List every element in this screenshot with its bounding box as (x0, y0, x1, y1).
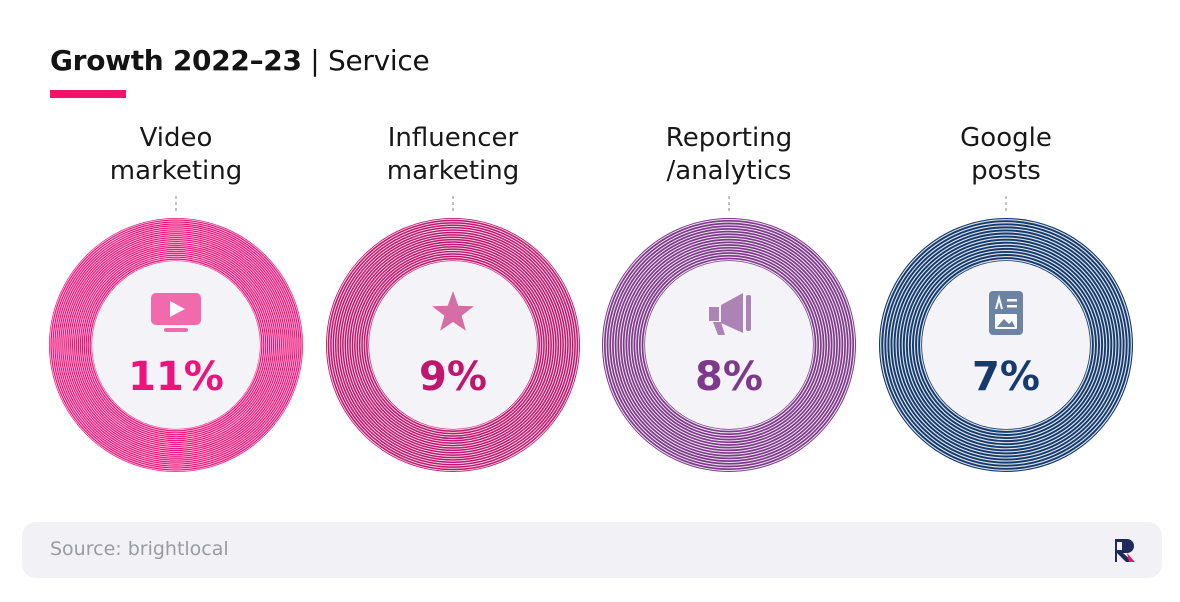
category-label: Influencer marketing (333, 122, 573, 188)
category-label-line: marketing (386, 156, 520, 186)
category-label-line: Influencer (387, 123, 519, 153)
footer-bar: Source: brightlocal (22, 522, 1162, 578)
value-label: 7% (972, 354, 1040, 400)
chart-title: Growth 2022–23 | Service (50, 44, 430, 77)
ring-mark (49, 218, 303, 472)
category-label-line: Video (139, 123, 213, 153)
category-label-line: Google (960, 123, 1052, 153)
image-post-icon (989, 291, 1023, 335)
video-icon (151, 293, 201, 332)
star-icon (432, 291, 474, 331)
value-label: 9% (419, 354, 487, 400)
ring-mark (326, 218, 580, 472)
chart-title-main: Growth 2022–23 (50, 44, 302, 77)
ring-chart-svg: 11% 9% 8% 7% (49, 196, 1133, 472)
category-label: Video marketing (56, 122, 296, 188)
chart-title-sub: | Service (310, 44, 430, 77)
source-text: Source: brightlocal (50, 538, 229, 560)
value-label: 11% (128, 354, 224, 400)
megaphone-icon (709, 293, 751, 335)
ring-mark (879, 218, 1133, 472)
value-label: 8% (695, 354, 763, 400)
category-label-line: posts (971, 156, 1041, 186)
ring-mark (602, 218, 856, 472)
brightlocal-logo-icon (1115, 539, 1135, 562)
category-label-line: /analytics (666, 156, 792, 186)
category-label: Google posts (886, 122, 1126, 188)
title-accent-bar (50, 90, 126, 98)
ring-chart: 11% 9% 8% 7% Video marketing Influencer market… (49, 122, 1133, 472)
category-label-line: marketing (109, 156, 243, 186)
category-label: Reporting/analytics (609, 122, 849, 188)
category-label-line: Reporting (665, 123, 793, 153)
